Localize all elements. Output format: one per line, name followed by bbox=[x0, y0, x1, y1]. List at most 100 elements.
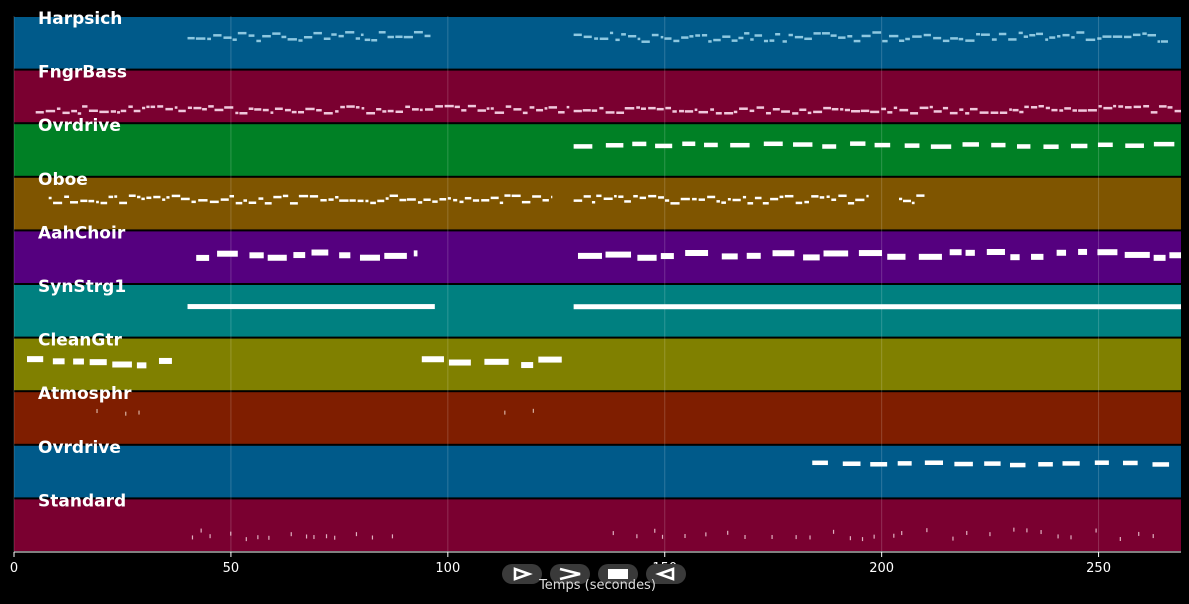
note-mark bbox=[887, 253, 906, 260]
note-mark bbox=[62, 111, 70, 115]
note-mark bbox=[637, 37, 641, 41]
note-mark bbox=[1118, 105, 1124, 108]
note-mark bbox=[1153, 254, 1166, 261]
note-mark bbox=[763, 141, 783, 147]
note-mark bbox=[624, 200, 631, 203]
note-mark bbox=[406, 198, 416, 201]
note-mark bbox=[529, 106, 535, 109]
note-mark bbox=[349, 199, 356, 202]
note-mark bbox=[799, 108, 807, 112]
note-mark bbox=[682, 141, 696, 147]
track-background bbox=[14, 338, 1181, 391]
note-mark bbox=[96, 200, 99, 204]
play-button[interactable] bbox=[502, 564, 542, 584]
note-mark bbox=[830, 34, 837, 37]
forward-button[interactable] bbox=[550, 564, 590, 584]
note-mark bbox=[243, 199, 248, 202]
track-background bbox=[14, 70, 1181, 123]
note-mark bbox=[1138, 531, 1140, 536]
note-mark bbox=[949, 249, 962, 256]
note-mark bbox=[486, 107, 490, 110]
note-mark bbox=[191, 535, 194, 540]
note-mark bbox=[504, 410, 506, 415]
note-mark bbox=[1078, 248, 1088, 255]
note-mark bbox=[490, 196, 499, 200]
note-mark bbox=[89, 359, 107, 366]
note-mark bbox=[722, 35, 731, 38]
note-mark bbox=[146, 105, 150, 109]
rewind-button[interactable] bbox=[646, 564, 686, 584]
note-mark bbox=[196, 254, 210, 261]
note-mark bbox=[870, 110, 880, 114]
note-mark bbox=[249, 252, 264, 259]
note-mark bbox=[621, 33, 626, 36]
note-mark bbox=[413, 30, 423, 34]
note-mark bbox=[1045, 38, 1049, 41]
note-mark bbox=[213, 34, 222, 37]
track-notes bbox=[187, 304, 1181, 310]
note-mark bbox=[794, 35, 804, 39]
note-mark bbox=[942, 39, 950, 43]
note-mark bbox=[70, 201, 78, 204]
note-mark bbox=[905, 37, 910, 41]
note-mark bbox=[1071, 36, 1075, 39]
note-mark bbox=[48, 196, 52, 200]
note-mark bbox=[425, 108, 434, 111]
note-mark bbox=[453, 198, 458, 202]
note-mark bbox=[423, 198, 431, 201]
note-mark bbox=[1153, 141, 1175, 147]
note-mark bbox=[298, 194, 309, 198]
stop-icon bbox=[608, 569, 628, 579]
note-mark bbox=[142, 106, 146, 110]
note-mark bbox=[1057, 534, 1059, 539]
stop-button[interactable] bbox=[598, 564, 638, 584]
note-mark bbox=[224, 106, 234, 109]
note-mark bbox=[731, 39, 738, 42]
note-mark bbox=[654, 528, 656, 533]
note-mark bbox=[138, 410, 140, 415]
note-mark bbox=[603, 197, 613, 201]
note-mark bbox=[577, 252, 602, 259]
note-mark bbox=[387, 35, 394, 39]
track-5: SynStrg1 bbox=[14, 277, 1181, 337]
note-mark bbox=[923, 33, 931, 37]
note-mark bbox=[594, 37, 599, 40]
note-mark bbox=[293, 252, 306, 259]
note-mark bbox=[27, 356, 44, 363]
note-mark bbox=[583, 195, 591, 198]
note-mark bbox=[200, 528, 202, 533]
note-mark bbox=[661, 534, 664, 539]
note-mark bbox=[882, 39, 888, 43]
note-mark bbox=[387, 109, 394, 113]
note-mark bbox=[738, 36, 744, 40]
note-mark bbox=[162, 198, 166, 201]
note-mark bbox=[158, 357, 172, 364]
note-mark bbox=[809, 535, 811, 540]
play-icon bbox=[513, 567, 533, 581]
note-mark bbox=[73, 358, 84, 365]
note-mark bbox=[128, 194, 136, 197]
note-mark bbox=[826, 195, 830, 198]
note-mark bbox=[573, 33, 582, 37]
note-mark bbox=[926, 528, 928, 533]
note-mark bbox=[807, 111, 812, 115]
note-mark bbox=[447, 197, 451, 200]
track-7: Atmosphr bbox=[14, 384, 1181, 444]
note-mark bbox=[220, 198, 229, 201]
note-mark bbox=[851, 109, 861, 113]
note-mark bbox=[872, 31, 882, 34]
note-mark bbox=[684, 110, 694, 113]
note-mark bbox=[680, 197, 690, 201]
note-mark bbox=[403, 35, 413, 39]
note-mark bbox=[744, 32, 750, 35]
track-label: Oboe bbox=[38, 170, 88, 190]
note-mark bbox=[490, 107, 494, 110]
note-mark bbox=[1059, 109, 1064, 112]
note-mark bbox=[710, 108, 715, 111]
note-mark bbox=[305, 107, 315, 111]
note-mark bbox=[165, 107, 173, 111]
note-mark bbox=[813, 110, 823, 114]
note-mark bbox=[542, 199, 549, 202]
note-mark bbox=[855, 198, 865, 202]
note-mark bbox=[119, 201, 128, 205]
